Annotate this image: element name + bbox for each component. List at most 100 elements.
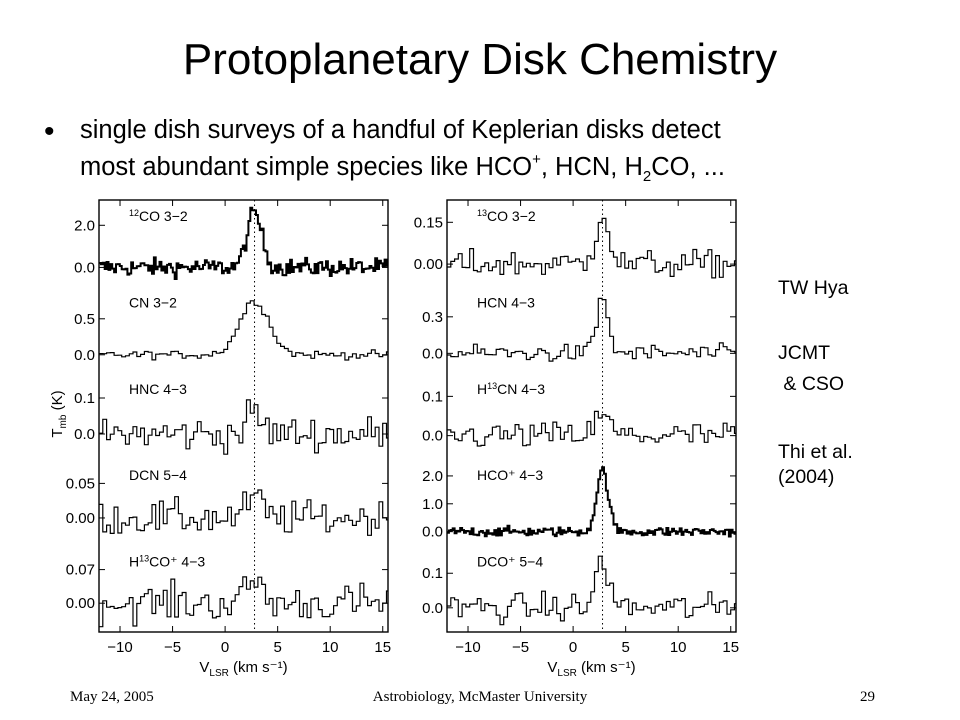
y-tick-label: 1.0 — [422, 496, 443, 513]
y-tick-label: 0.0 — [422, 428, 443, 445]
molecule-transition: HCO⁺ 4−3 — [477, 467, 543, 483]
molecule-transition: DCO⁺ 5−4 — [477, 554, 543, 570]
footer-page-number: 29 — [860, 689, 875, 705]
bullet-text-part-3: CO, ... — [651, 153, 725, 181]
spectrum-7: 0.1 0.0 H13CN 4−3 — [422, 381, 736, 447]
x-axis-label-sub: LSR — [209, 668, 228, 679]
spectrum-line — [99, 300, 388, 361]
y-tick-label: 0.3 — [422, 309, 443, 326]
y-tick-label: 0.00 — [414, 256, 443, 273]
molecule-transition: HNC 4−3 — [129, 381, 187, 397]
y-tick-label: 0.0 — [74, 426, 95, 443]
molecule-label: 12CO 3−2 — [129, 208, 188, 224]
x-tick-label: −5 — [512, 639, 529, 656]
spectrum-9: 0.1 0.0 DCO⁺ 5−4 — [422, 554, 736, 626]
x-tick-label: −5 — [164, 639, 181, 656]
x-tick-label: 15 — [374, 639, 391, 656]
side-note-telescope-1: JCMT — [778, 342, 830, 364]
molecule-isotope: 12 — [129, 208, 139, 218]
y-tick-label: 0.0 — [422, 345, 443, 362]
y-tick-label: 0.07 — [66, 562, 95, 579]
bullet-line-2: most abundant simple species like HCO+, … — [80, 150, 725, 184]
spectrum-line — [99, 489, 388, 536]
side-note-source: TW Hya — [778, 277, 849, 299]
y-tick-label: 0.05 — [66, 475, 95, 492]
bullet-subscript: 2 — [642, 168, 652, 185]
molecule-label: HCO⁺ 4−3 — [477, 467, 543, 483]
molecule-transition: CO 3−2 — [139, 208, 188, 224]
spectrum-line — [447, 466, 736, 538]
x-axis-label: VLSR (km s⁻¹) — [547, 659, 635, 679]
spectrum-line — [447, 555, 736, 626]
molecule-label: DCN 5−4 — [129, 467, 187, 483]
spectrum-line — [99, 206, 388, 280]
spectrum-4: 0.07 0.00 H13CO⁺ 4−3 — [66, 554, 388, 628]
spectrum-3: 0.05 0.00 DCN 5−4 — [66, 467, 388, 536]
molecule-prefix: H — [129, 554, 139, 570]
x-axis-label-sub: LSR — [557, 668, 576, 679]
y-tick-label: 0.0 — [74, 347, 95, 364]
x-tick-label: 5 — [273, 639, 281, 656]
spectrum-6: 0.3 0.0 HCN 4−3 — [422, 294, 736, 362]
molecule-transition: HCN 4−3 — [477, 294, 535, 310]
y-tick-label: 0.0 — [422, 524, 443, 541]
spectrum-line — [99, 576, 388, 628]
y-axis-label-unit: (K) — [49, 390, 66, 414]
plot-frame — [446, 199, 737, 633]
y-tick-label: 0.0 — [422, 600, 443, 617]
molecule-label: DCO⁺ 5−4 — [477, 554, 543, 570]
y-tick-label: 0.0 — [74, 259, 95, 276]
bullet-text-part-2: , HCN, H — [540, 153, 643, 181]
spectrum-line — [447, 410, 736, 447]
x-tick-label: 10 — [322, 639, 339, 656]
x-axis-label-unit: (km s⁻¹) — [229, 659, 288, 676]
y-tick-label: 0.1 — [422, 565, 443, 582]
y-tick-label: 0.00 — [66, 510, 95, 527]
y-axis-label-sub: mb — [58, 414, 69, 428]
x-axis-label-unit: (km s⁻¹) — [577, 659, 636, 676]
molecule-transition: CO 3−2 — [487, 208, 536, 224]
y-tick-label: 0.15 — [414, 214, 443, 231]
molecule-isotope: 13 — [477, 208, 487, 218]
bullet-superscript: + — [532, 151, 541, 168]
spectrum-8: 2.0 1.0 0.0 HCO⁺ 4−3 — [422, 466, 736, 541]
x-tick-label: 15 — [722, 639, 739, 656]
y-tick-label: 2.0 — [74, 217, 95, 234]
x-tick-label: −10 — [455, 639, 480, 656]
x-tick-label: 5 — [621, 639, 629, 656]
molecule-transition: CO⁺ 4−3 — [149, 554, 205, 570]
footer-venue: Astrobiology, McMaster University — [372, 689, 588, 705]
molecule-isotope: 13 — [487, 381, 497, 391]
side-note-reference-2: (2004) — [778, 466, 835, 488]
slide-title: Protoplanetary Disk Chemistry — [182, 35, 778, 84]
molecule-label: HCN 4−3 — [477, 294, 535, 310]
molecule-label: CN 3−2 — [129, 294, 177, 310]
molecule-prefix: H — [477, 381, 487, 397]
x-axis-label: VLSR (km s⁻¹) — [199, 659, 287, 679]
molecule-isotope: 13 — [139, 554, 149, 564]
y-tick-label: 0.1 — [422, 388, 443, 405]
bullet-text-part-1: most abundant simple species like HCO — [80, 153, 533, 181]
plot-frame — [98, 199, 389, 633]
spectrum-2: 0.1 0.0 HNC 4−3 — [74, 381, 388, 455]
molecule-label: 13CO 3−2 — [477, 208, 536, 224]
spectrum-line — [99, 399, 388, 455]
spectrum-0: 2.0 0.0 12CO 3−2 — [74, 206, 388, 280]
x-tick-label: 10 — [670, 639, 687, 656]
y-axis-label: Tmb (K) — [49, 390, 69, 437]
spectrum-line — [447, 297, 736, 362]
side-note-telescope-2: & CSO — [778, 373, 845, 395]
x-tick-label: 0 — [221, 639, 229, 656]
footer-date: May 24, 2005 — [70, 689, 154, 705]
spectrum-line — [447, 217, 736, 279]
y-axis-label-main: T — [49, 428, 66, 437]
molecule-transition: DCN 5−4 — [129, 467, 187, 483]
x-axis-label-main: V — [199, 659, 209, 676]
molecule-label: H13CN 4−3 — [477, 381, 545, 397]
side-note-reference-1: Thi et al. — [778, 441, 853, 463]
y-tick-label: 0.1 — [74, 390, 95, 407]
y-tick-label: 2.0 — [422, 468, 443, 485]
y-tick-label: 0.5 — [74, 311, 95, 328]
